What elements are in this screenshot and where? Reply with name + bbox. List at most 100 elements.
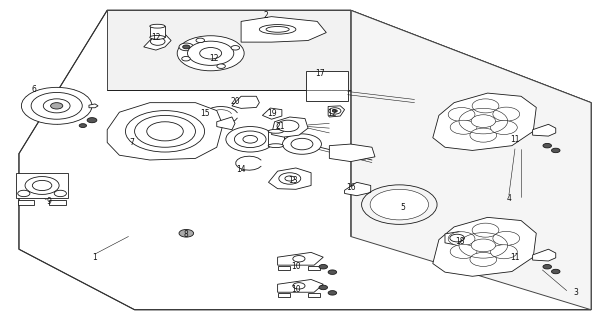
Circle shape	[543, 143, 551, 148]
Circle shape	[182, 45, 190, 49]
Circle shape	[147, 122, 183, 141]
Text: 21: 21	[276, 122, 285, 131]
Polygon shape	[278, 293, 290, 297]
Circle shape	[293, 256, 305, 262]
Circle shape	[196, 38, 204, 43]
Polygon shape	[49, 200, 66, 204]
Circle shape	[51, 103, 63, 109]
Polygon shape	[150, 26, 165, 37]
Ellipse shape	[268, 144, 284, 148]
Circle shape	[471, 239, 495, 252]
Circle shape	[31, 92, 82, 119]
Text: 1: 1	[93, 253, 98, 262]
Polygon shape	[89, 104, 98, 108]
Text: 12: 12	[209, 53, 218, 62]
Circle shape	[471, 115, 495, 127]
Circle shape	[243, 135, 257, 143]
Circle shape	[54, 190, 66, 197]
Polygon shape	[308, 293, 320, 297]
Circle shape	[293, 283, 305, 289]
Text: 2: 2	[263, 11, 268, 20]
Text: 7: 7	[129, 138, 134, 147]
Polygon shape	[268, 168, 311, 189]
Circle shape	[450, 244, 477, 259]
Circle shape	[151, 38, 165, 45]
Polygon shape	[345, 182, 371, 196]
Polygon shape	[16, 173, 68, 198]
Polygon shape	[306, 71, 348, 101]
Circle shape	[32, 180, 52, 191]
Text: 20: 20	[230, 97, 240, 106]
Text: 9: 9	[47, 197, 52, 206]
Circle shape	[328, 270, 337, 274]
Polygon shape	[144, 34, 171, 50]
Circle shape	[291, 138, 313, 150]
Polygon shape	[18, 200, 34, 204]
Circle shape	[177, 36, 244, 71]
Circle shape	[470, 252, 497, 267]
Polygon shape	[107, 10, 351, 90]
Text: 5: 5	[400, 203, 405, 212]
Circle shape	[179, 43, 193, 51]
Polygon shape	[19, 10, 591, 310]
Polygon shape	[271, 117, 308, 137]
Ellipse shape	[259, 25, 296, 34]
Circle shape	[217, 64, 225, 68]
Circle shape	[234, 131, 266, 148]
Text: 17: 17	[315, 69, 325, 78]
Circle shape	[319, 265, 328, 269]
Circle shape	[319, 285, 328, 290]
Polygon shape	[278, 279, 323, 292]
Text: 16: 16	[346, 183, 356, 192]
Circle shape	[135, 116, 195, 147]
Ellipse shape	[150, 36, 165, 39]
Text: 14: 14	[236, 165, 246, 174]
Circle shape	[231, 45, 240, 50]
Circle shape	[551, 269, 560, 274]
Polygon shape	[533, 249, 556, 261]
Text: 19: 19	[267, 109, 276, 118]
Text: 12: 12	[151, 33, 160, 42]
Circle shape	[470, 128, 497, 142]
Circle shape	[18, 190, 30, 197]
Text: 11: 11	[510, 253, 520, 262]
Circle shape	[493, 107, 520, 121]
Text: 10: 10	[291, 284, 301, 293]
Circle shape	[277, 120, 299, 132]
Polygon shape	[268, 131, 284, 146]
Circle shape	[199, 48, 221, 59]
Ellipse shape	[150, 24, 165, 28]
Text: 4: 4	[506, 194, 511, 203]
Circle shape	[79, 124, 87, 127]
Polygon shape	[433, 93, 536, 150]
Circle shape	[493, 231, 520, 245]
Circle shape	[329, 108, 341, 114]
Circle shape	[126, 111, 204, 152]
Circle shape	[179, 229, 193, 237]
Circle shape	[370, 189, 429, 220]
Circle shape	[543, 265, 551, 269]
Polygon shape	[107, 103, 223, 160]
Circle shape	[285, 176, 295, 181]
Polygon shape	[351, 10, 591, 310]
Circle shape	[490, 121, 517, 134]
Polygon shape	[278, 266, 290, 270]
Text: 12: 12	[328, 109, 337, 118]
Circle shape	[21, 87, 92, 124]
Text: 6: 6	[32, 85, 37, 94]
Polygon shape	[329, 144, 375, 162]
Polygon shape	[217, 117, 235, 130]
Circle shape	[490, 245, 517, 259]
Circle shape	[551, 148, 560, 153]
Polygon shape	[278, 252, 323, 265]
Circle shape	[450, 120, 477, 134]
Polygon shape	[308, 266, 320, 270]
Text: 11: 11	[510, 135, 520, 144]
Circle shape	[450, 234, 464, 242]
Polygon shape	[533, 124, 556, 136]
Circle shape	[43, 99, 70, 113]
Text: 8: 8	[184, 230, 188, 239]
Circle shape	[472, 99, 499, 113]
Circle shape	[472, 223, 499, 237]
Text: 13: 13	[288, 176, 298, 185]
